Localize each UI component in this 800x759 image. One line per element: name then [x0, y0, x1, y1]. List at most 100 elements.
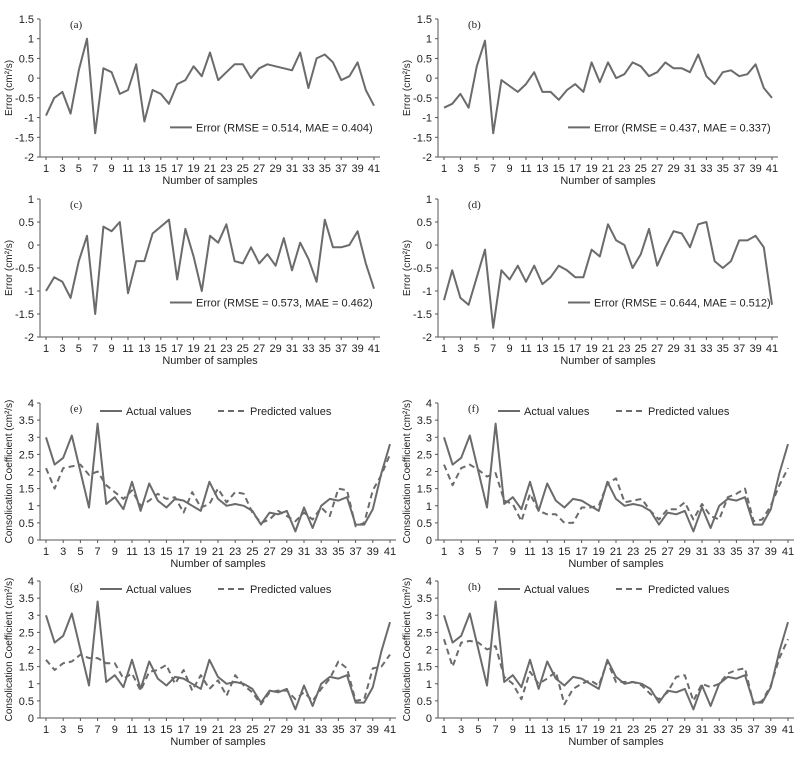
- data-point: [477, 469, 479, 471]
- x-tick-label: 13: [541, 546, 553, 558]
- x-tick-label: 27: [651, 343, 663, 355]
- x-tick-label: 13: [143, 546, 155, 558]
- data-point: [332, 61, 334, 63]
- data-point: [541, 283, 543, 285]
- data-point: [200, 506, 202, 508]
- data-point: [45, 290, 47, 292]
- data-point: [268, 691, 270, 693]
- x-tick-label: 29: [281, 546, 293, 558]
- data-point: [684, 501, 686, 503]
- y-tick-label: 0: [426, 713, 432, 725]
- data-point: [486, 684, 488, 686]
- y-tick-label: -0.5: [15, 263, 34, 275]
- data-point: [555, 513, 557, 515]
- x-tick-label: 13: [541, 724, 553, 736]
- x-tick-label: 39: [765, 724, 777, 736]
- data-point: [763, 246, 765, 248]
- x-tick-label: 21: [610, 546, 622, 558]
- data-point: [88, 506, 90, 508]
- x-tick-label: 3: [60, 546, 66, 558]
- data-point: [135, 260, 137, 262]
- y-tick-label: 0: [28, 713, 34, 725]
- data-point: [598, 688, 600, 690]
- data-point: [467, 107, 469, 109]
- x-tick-label: 35: [717, 343, 729, 355]
- x-tick-label: 19: [585, 343, 597, 355]
- x-tick-label: 9: [109, 343, 115, 355]
- x-tick-label: 3: [458, 546, 464, 558]
- data-point: [165, 664, 167, 666]
- data-point: [623, 505, 625, 507]
- data-point: [311, 700, 313, 702]
- data-point: [555, 499, 557, 501]
- legend-label: Error (RMSE = 0.514, MAE = 0.404): [196, 122, 373, 134]
- x-tick-label: 33: [713, 724, 725, 736]
- data-point: [529, 659, 531, 661]
- data-point: [200, 510, 202, 512]
- x-tick-label: 25: [635, 163, 647, 175]
- y-tick-label: -1: [24, 286, 34, 298]
- data-point: [722, 267, 724, 269]
- data-point: [763, 87, 765, 89]
- data-point: [266, 253, 268, 255]
- data-point: [563, 522, 565, 524]
- y-tick-label: 3: [426, 610, 432, 622]
- data-point: [649, 693, 651, 695]
- data-point: [692, 530, 694, 532]
- x-axis-label: Number of samples: [560, 355, 656, 367]
- x-tick-label: 17: [569, 343, 581, 355]
- data-point: [151, 89, 153, 91]
- data-point: [727, 676, 729, 678]
- x-tick-label: 21: [204, 163, 216, 175]
- data-point: [735, 499, 737, 501]
- data-point: [580, 677, 582, 679]
- data-point: [787, 443, 789, 445]
- x-tick-label: 17: [575, 546, 587, 558]
- data-point: [460, 467, 462, 469]
- x-tick-label: 5: [475, 724, 481, 736]
- y-tick-label: -2: [24, 152, 34, 164]
- data-point: [208, 503, 210, 505]
- data-point: [735, 493, 737, 495]
- x-tick-label: 27: [253, 343, 265, 355]
- x-tick-label: 35: [319, 163, 331, 175]
- x-tick-label: 29: [679, 546, 691, 558]
- data-point: [372, 686, 374, 688]
- x-tick-label: 29: [269, 343, 281, 355]
- data-point: [45, 659, 47, 661]
- data-point: [494, 472, 496, 474]
- data-point: [122, 677, 124, 679]
- x-tick-label: 23: [220, 343, 232, 355]
- data-point: [119, 93, 121, 95]
- data-point: [131, 481, 133, 483]
- data-point: [71, 434, 73, 436]
- x-tick-label: 29: [667, 343, 679, 355]
- data-point: [274, 265, 276, 267]
- series-line-predicted: [45, 454, 391, 528]
- data-point: [320, 683, 322, 685]
- y-tick-label: 2.5: [19, 449, 34, 461]
- y-tick-label: -1.5: [413, 309, 432, 321]
- data-point: [658, 701, 660, 703]
- x-tick-label: 17: [171, 163, 183, 175]
- x-tick-label: 29: [679, 724, 691, 736]
- data-point: [320, 688, 322, 690]
- y-tick-label: 0: [28, 535, 34, 547]
- y-tick-label: 1: [426, 194, 432, 206]
- data-point: [135, 63, 137, 65]
- data-point: [746, 73, 748, 75]
- x-tick-label: 41: [384, 546, 396, 558]
- y-tick-label: 0.5: [417, 53, 432, 65]
- x-tick-label: 15: [558, 546, 570, 558]
- data-point: [730, 69, 732, 71]
- data-point: [658, 518, 660, 520]
- data-point: [53, 276, 55, 278]
- x-tick-label: 11: [122, 343, 133, 355]
- data-point: [770, 508, 772, 510]
- data-point: [260, 703, 262, 705]
- x-tick-label: 19: [593, 546, 605, 558]
- data-point: [191, 689, 193, 691]
- data-point: [672, 230, 674, 232]
- data-point: [69, 112, 71, 114]
- x-axis-label: Number of samples: [162, 175, 258, 187]
